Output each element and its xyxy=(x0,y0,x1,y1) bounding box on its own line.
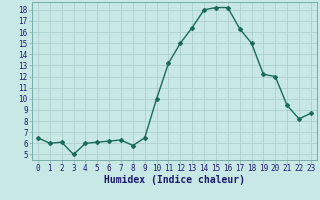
X-axis label: Humidex (Indice chaleur): Humidex (Indice chaleur) xyxy=(104,175,245,185)
